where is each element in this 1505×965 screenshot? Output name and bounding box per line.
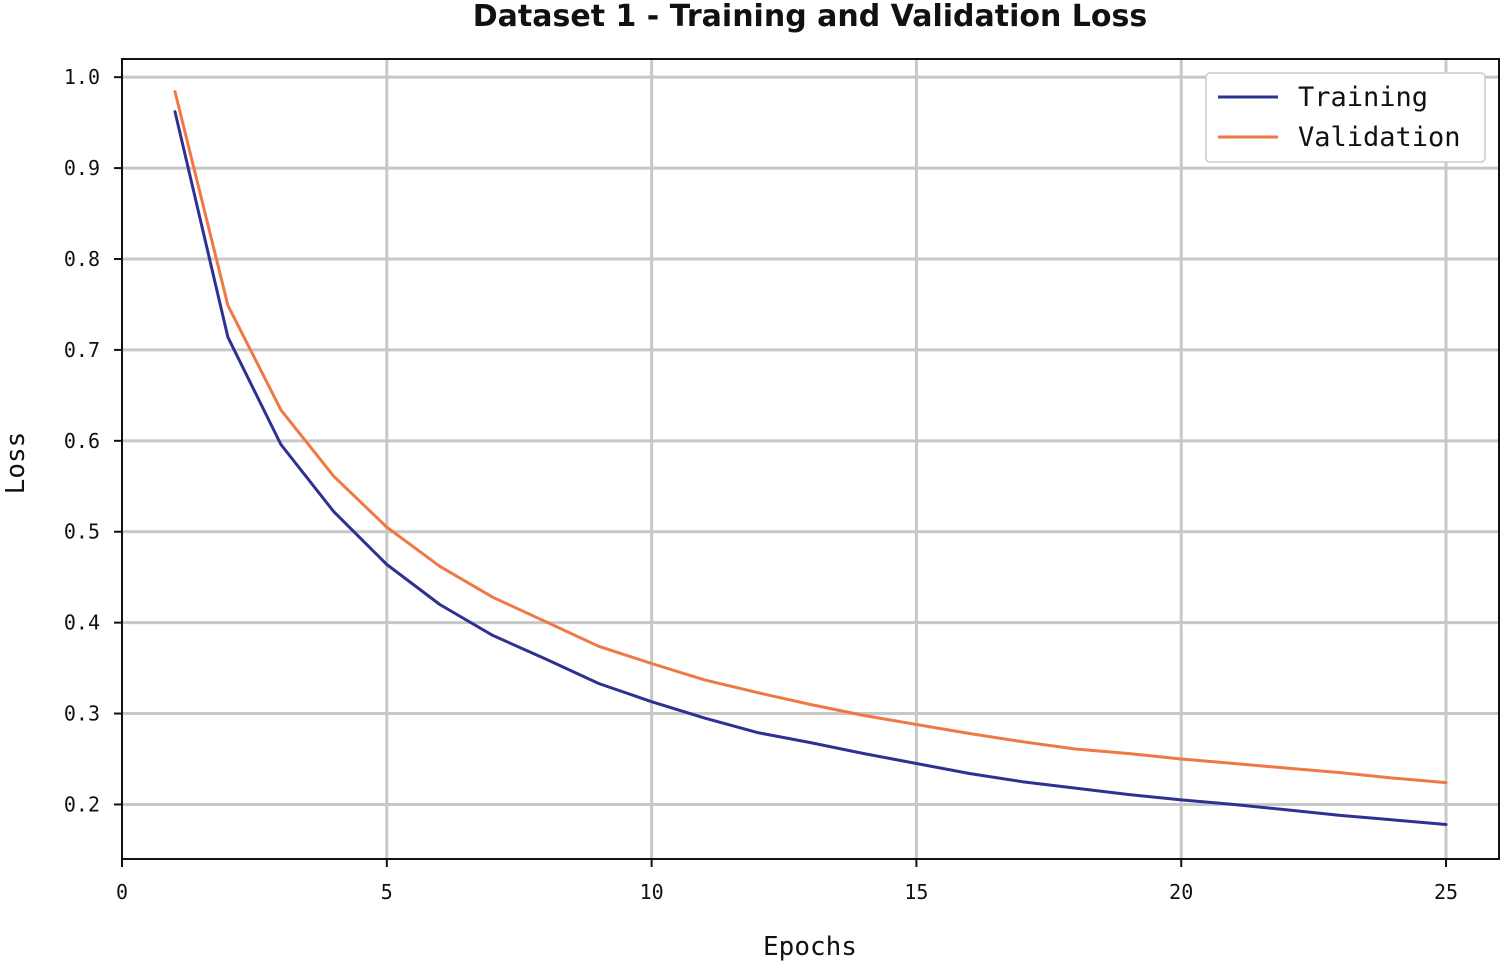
legend-box (1205, 72, 1486, 163)
y-tick-label: 0.7 (64, 338, 100, 362)
chart-title: Dataset 1 - Training and Validation Loss (473, 0, 1147, 34)
x-tick-label: 0 (116, 880, 128, 904)
y-tick-label: 0.9 (64, 156, 100, 180)
x-tick-label: 20 (1169, 880, 1193, 904)
y-axis-label: Loss (1, 432, 31, 495)
y-tick-label: 0.5 (64, 520, 100, 544)
series-line-validation (173, 90, 1448, 785)
y-tick-label: 1.0 (64, 65, 100, 89)
plot-frame (121, 58, 1500, 860)
y-tick-label: 0.3 (64, 702, 100, 726)
series-line-training (173, 110, 1448, 826)
x-tick-label: 5 (381, 880, 393, 904)
axis-ticks: 0 5 10 15 20 25 0.2 0.3 0.4 0.5 0.6 0.7 0.8 0.9 1.0 (64, 65, 1458, 904)
y-tick-label: 0.8 (64, 247, 100, 271)
x-tick-label: 25 (1434, 880, 1458, 904)
grid-lines (122, 59, 1499, 859)
series-lines (173, 90, 1448, 826)
x-axis-label: Epochs (763, 932, 857, 962)
x-tick-label: 15 (904, 880, 928, 904)
legend-label-training: Training (1298, 82, 1428, 113)
y-tick-label: 0.2 (64, 792, 100, 816)
y-tick-label: 0.4 (64, 611, 100, 635)
y-tick-label: 0.6 (64, 429, 100, 453)
x-tick-label: 10 (640, 880, 664, 904)
legend-label-validation: Validation (1298, 122, 1461, 153)
legend: Training Validation (1205, 72, 1486, 163)
